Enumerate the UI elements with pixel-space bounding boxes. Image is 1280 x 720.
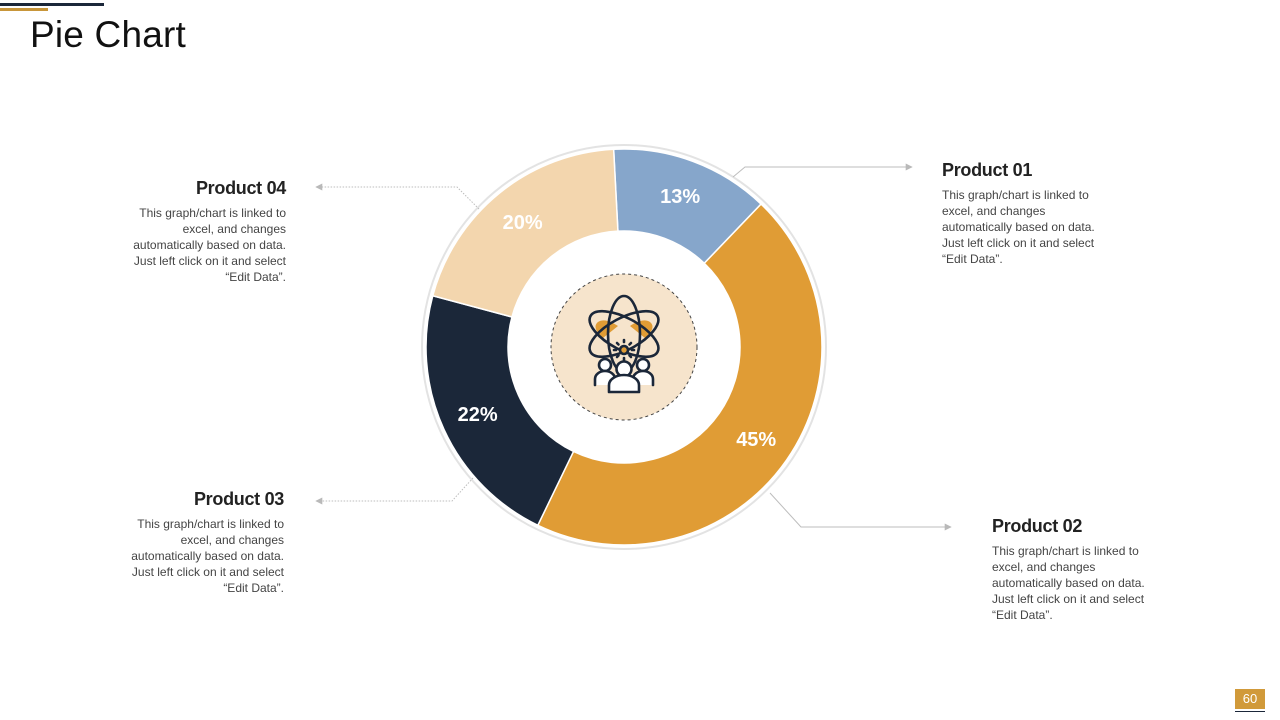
- product-02-name: Product 02: [992, 516, 1083, 536]
- page-title: Pie Chart: [30, 14, 187, 55]
- product-01-name: Product 01: [942, 160, 1033, 180]
- slice-label-product-02: 45%: [736, 429, 776, 451]
- product-03-description: This graph/chart is linked to excel, and…: [131, 517, 284, 595]
- product-04-name: Product 04: [195, 178, 286, 198]
- slice-label-product-01: 13%: [660, 186, 700, 208]
- product-03-block: Product 03 This graph/chart is linked to…: [124, 489, 284, 596]
- connector-product-02: [769, 492, 952, 531]
- title-accent-bar-gold: [0, 8, 48, 11]
- product-01-block: Product 01 This graph/chart is linked to…: [942, 160, 1102, 267]
- page-number: 60: [1235, 689, 1265, 709]
- connectors: [315, 163, 952, 531]
- connector-product-01: [732, 163, 913, 178]
- connector-product-03: [315, 477, 474, 505]
- title-accent-bar-dark: [0, 3, 104, 6]
- product-04-block: Product 04 This graph/chart is linked to…: [126, 178, 286, 285]
- product-01-description: This graph/chart is linked to excel, and…: [942, 188, 1095, 266]
- slice-label-product-03: 22%: [458, 404, 498, 426]
- product-02-description: This graph/chart is linked to excel, and…: [992, 544, 1145, 622]
- product-04-description: This graph/chart is linked to excel, and…: [133, 206, 286, 284]
- product-02-block: Product 02 This graph/chart is linked to…: [992, 516, 1152, 623]
- slice-label-product-04: 20%: [503, 212, 543, 234]
- outer-ring: [421, 144, 827, 550]
- atom-team-icon: [588, 294, 660, 394]
- connector-product-04: [315, 183, 480, 210]
- slices-group: [425, 148, 823, 546]
- page-number-underline: [1235, 711, 1265, 712]
- product-03-name: Product 03: [193, 489, 284, 509]
